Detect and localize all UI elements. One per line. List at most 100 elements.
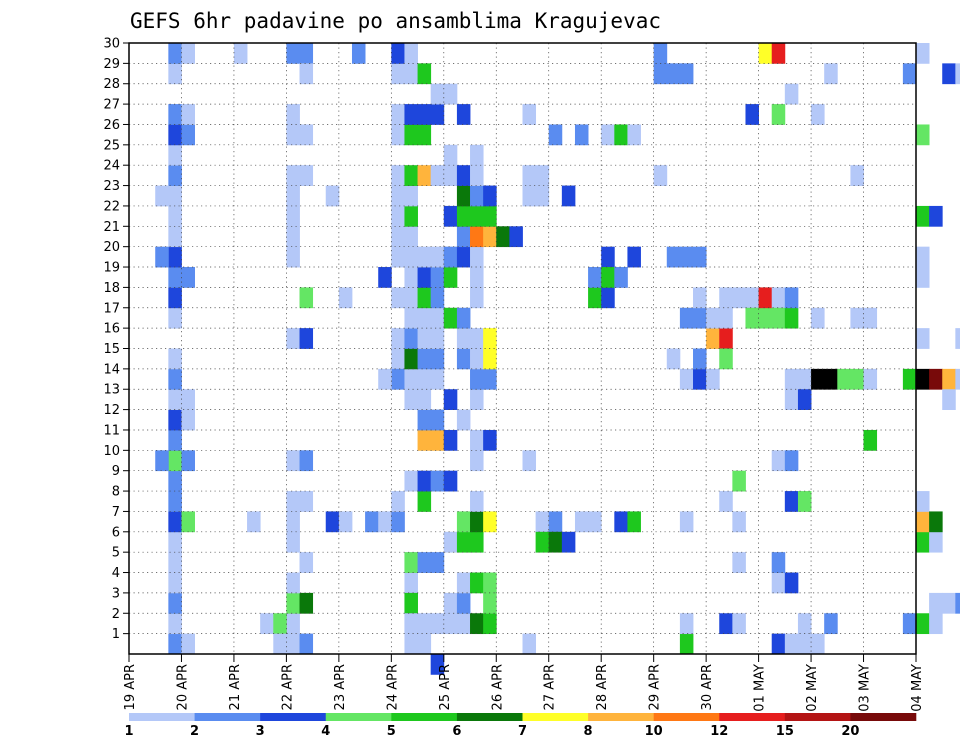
heatmap-cell bbox=[404, 226, 418, 248]
heatmap-cell bbox=[404, 552, 418, 573]
heatmap-cell bbox=[417, 470, 432, 492]
heatmap-cell bbox=[955, 592, 960, 614]
heatmap-cell bbox=[470, 267, 484, 288]
legend-swatch bbox=[588, 713, 654, 721]
heatmap-cell bbox=[535, 185, 550, 207]
x-tick-label: 03 MAY bbox=[858, 664, 873, 712]
heatmap-cell bbox=[456, 246, 471, 268]
heatmap-cell bbox=[456, 592, 471, 614]
legend-label: 8 bbox=[584, 724, 593, 739]
heatmap-cell bbox=[732, 287, 746, 309]
heatmap-cell bbox=[719, 491, 733, 512]
heatmap-cell bbox=[784, 633, 799, 655]
heatmap-cell bbox=[417, 409, 432, 431]
heatmap-cell bbox=[535, 165, 550, 186]
heatmap-cell bbox=[483, 368, 497, 390]
heatmap-cell bbox=[509, 226, 523, 248]
y-tick-label: 27 bbox=[103, 98, 120, 113]
y-tick-label: 2 bbox=[112, 607, 120, 622]
heatmap-cell bbox=[483, 185, 497, 207]
legend-swatch bbox=[260, 713, 327, 721]
heatmap-cell bbox=[456, 104, 471, 125]
heatmap-cell bbox=[706, 307, 720, 329]
heatmap-cell bbox=[470, 368, 484, 390]
x-tick-label: 01 MAY bbox=[753, 664, 768, 712]
heatmap-cell bbox=[155, 185, 169, 207]
y-tick-label: 5 bbox=[112, 546, 120, 561]
heatmap-cell bbox=[168, 185, 182, 207]
heatmap-cell bbox=[483, 572, 497, 594]
heatmap-cell bbox=[391, 104, 405, 125]
heatmap-cell bbox=[325, 511, 340, 533]
heatmap-cell bbox=[168, 470, 182, 492]
heatmap-cell bbox=[863, 429, 878, 451]
y-tick-label: 29 bbox=[103, 57, 120, 72]
heatmap-cell bbox=[404, 267, 418, 288]
heatmap-cell bbox=[181, 511, 195, 533]
heatmap-cell bbox=[470, 348, 484, 370]
heatmap-cell bbox=[470, 450, 484, 472]
x-tick-label: 29 APR bbox=[648, 664, 663, 710]
heatmap-cell bbox=[797, 491, 812, 512]
heatmap-cell bbox=[902, 63, 917, 85]
heatmap-cell bbox=[391, 205, 405, 227]
heatmap-cell bbox=[404, 185, 418, 207]
heatmap-cell bbox=[797, 613, 812, 635]
legend-swatch bbox=[129, 713, 195, 721]
heatmap-cell bbox=[391, 63, 405, 85]
heatmap-cell bbox=[784, 368, 799, 390]
heatmap-cell bbox=[916, 491, 930, 512]
heatmap-cell bbox=[916, 613, 930, 635]
heatmap-cell bbox=[181, 104, 195, 125]
heatmap-cell bbox=[535, 511, 550, 533]
heatmap-cell bbox=[456, 165, 471, 186]
heatmap-cell bbox=[784, 83, 799, 105]
x-tick-label: 26 APR bbox=[490, 664, 505, 710]
heatmap-cell bbox=[430, 83, 445, 105]
heatmap-cell bbox=[417, 389, 432, 410]
heatmap-cell bbox=[404, 104, 418, 125]
heatmap-cell bbox=[430, 613, 445, 635]
heatmap-cell bbox=[456, 572, 471, 594]
heatmap-cell bbox=[456, 409, 471, 431]
heatmap-cell bbox=[168, 246, 182, 268]
heatmap-cell bbox=[771, 287, 786, 309]
heatmap-cell bbox=[404, 592, 418, 614]
heatmap-cell bbox=[404, 348, 418, 370]
x-tick-label: 28 APR bbox=[595, 664, 610, 710]
heatmap-cell bbox=[797, 368, 812, 390]
heatmap-cell bbox=[417, 246, 432, 268]
legend-swatch bbox=[850, 713, 917, 721]
y-tick-label: 9 bbox=[112, 464, 120, 479]
heatmap-cell bbox=[417, 307, 432, 329]
x-tick-label: 20 APR bbox=[175, 664, 190, 710]
heatmap-cell bbox=[430, 246, 445, 268]
heatmap-cell bbox=[168, 104, 182, 125]
heatmap-cell bbox=[758, 307, 773, 329]
y-tick-label: 11 bbox=[103, 423, 120, 438]
color-legend: 1 2 3 4 5 6 7 8 10 12 15 20 bbox=[124, 713, 917, 739]
heatmap-cell bbox=[168, 226, 182, 248]
heatmap-cell bbox=[233, 43, 248, 64]
heatmap-cell bbox=[286, 531, 300, 553]
heatmap-cell bbox=[693, 246, 707, 268]
heatmap-cell bbox=[456, 511, 471, 533]
heatmap-cell bbox=[470, 185, 484, 207]
heatmap-cell bbox=[811, 368, 825, 390]
y-tick-label: 12 bbox=[103, 403, 120, 418]
heatmap-cell bbox=[443, 389, 458, 410]
y-tick-label: 7 bbox=[112, 505, 120, 520]
heatmap-cell bbox=[391, 43, 405, 64]
heatmap-cell bbox=[811, 633, 825, 655]
x-tick-label: 27 APR bbox=[543, 664, 558, 710]
y-tick-label: 14 bbox=[103, 362, 120, 377]
heatmap-cell bbox=[601, 287, 615, 309]
heatmap-cell bbox=[168, 552, 182, 573]
heatmap-cell bbox=[929, 613, 943, 635]
heatmap-cell bbox=[679, 368, 694, 390]
heatmap-cell bbox=[811, 307, 825, 329]
heatmap-cell bbox=[456, 348, 471, 370]
heatmap-cell bbox=[456, 205, 471, 227]
y-tick-label: 16 bbox=[103, 322, 120, 337]
